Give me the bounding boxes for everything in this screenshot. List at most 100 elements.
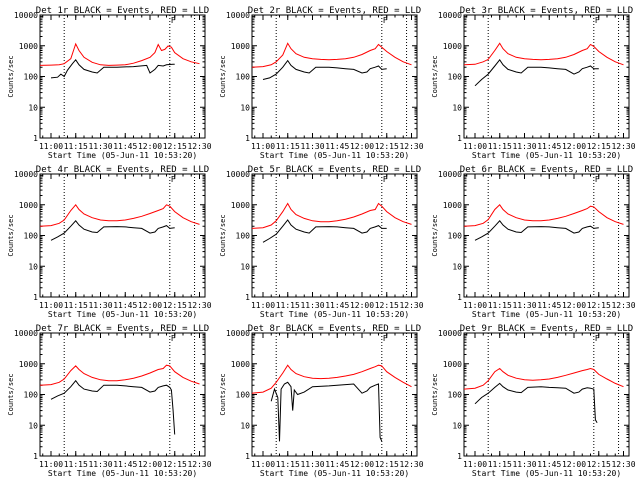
x-tick-label: 12:00 [562,142,586,151]
x-tick-label: 11:15 [488,142,512,151]
detector-panel-3: Det 3r BLACK = Events, RED = LLD 1 10 100 10… [431,6,636,160]
y-tick-label: 1 [33,452,38,461]
events-series-line [50,58,175,79]
x-tick-label: 11:00 [251,301,275,310]
lld-series-line [251,202,412,229]
x-tick-label: 11:30 [300,301,324,310]
x-tick-label: 11:30 [512,301,536,310]
y-tick-label: 10000 [226,170,250,179]
x-tick-label: 11:45 [325,142,349,151]
x-tick-label: 12:15 [587,460,611,469]
y-axis-label: Counts/sec [431,55,439,97]
panel-title: Det 3r BLACK = Events, RED = LLD [460,6,633,16]
y-tick-label: 1000 [19,360,38,369]
x-tick-label: 11:15 [276,460,300,469]
y-tick-label: 1000 [443,360,462,369]
flag-glyph: F [171,16,176,25]
y-tick-label: 10000 [226,329,250,338]
y-tick-label: 10 [452,103,462,112]
x-axis-label: Start Time (05-Jun-11 10:53:20) [48,151,197,160]
y-tick-label: 1000 [19,42,38,51]
detector-panel-2: Det 2r BLACK = Events, RED = LLD 1 10 100 10… [219,6,424,160]
y-axis-label: Counts/sec [431,373,439,415]
x-tick-label: 11:30 [300,460,324,469]
y-tick-label: 1 [245,452,250,461]
x-tick-label: 12:00 [562,301,586,310]
x-tick-label: 12:30 [187,301,211,310]
detector-panel-6: Det 6r BLACK = Events, RED = LLD 1 10 100 10… [431,165,636,319]
events-series-line [474,382,598,424]
y-tick-label: 10000 [438,329,462,338]
plot-frame [251,173,418,298]
x-tick-label: 12:00 [138,142,162,151]
detector-panel-1: Det 1r BLACK = Events, RED = LLD 1 10 100 10… [7,6,212,160]
detector-panel-7: Det 7r BLACK = Events, RED = LLD 1 10 100 10… [7,324,212,478]
x-tick-label: 11:45 [537,142,561,151]
lld-series-line [463,204,624,227]
x-tick-label: 11:15 [64,460,88,469]
y-tick-label: 100 [24,391,39,400]
x-axis-label: Start Time (05-Jun-11 10:53:20) [48,310,197,319]
x-tick-label: 11:00 [39,142,63,151]
plot-frame [463,14,630,139]
panel-title: Det 5r BLACK = Events, RED = LLD [248,165,421,175]
x-tick-label: 11:30 [512,460,536,469]
x-tick-label: 11:30 [512,142,536,151]
x-tick-label: 12:15 [375,460,399,469]
x-tick-label: 12:00 [350,301,374,310]
y-tick-label: 10 [452,421,462,430]
x-tick-label: 12:30 [611,301,635,310]
x-tick-label: 12:15 [163,460,187,469]
flag-glyph: F [595,16,600,25]
lld-series-line [251,364,412,394]
y-tick-label: 10 [240,103,250,112]
x-tick-label: 11:00 [463,301,487,310]
lld-series-line [463,42,624,66]
y-tick-label: 1 [245,134,250,143]
y-tick-label: 10 [28,421,38,430]
y-tick-label: 1 [457,452,462,461]
x-tick-label: 12:30 [399,460,423,469]
y-axis-label: Counts/sec [219,55,227,97]
y-tick-label: 10 [240,421,250,430]
y-tick-label: 1 [457,293,462,302]
y-tick-label: 10000 [14,329,38,338]
y-tick-label: 1000 [231,360,250,369]
y-tick-label: 100 [236,232,251,241]
plot-frame [463,173,630,298]
y-tick-label: 100 [236,391,251,400]
x-tick-label: 11:15 [64,142,88,151]
x-axis-label: Start Time (05-Jun-11 10:53:20) [260,151,409,160]
flag-glyph: F [595,334,600,343]
events-series-line [474,58,599,87]
y-tick-label: 10000 [14,11,38,20]
y-tick-label: 10 [240,262,250,271]
lld-series-line [39,203,200,227]
events-series-line [270,381,383,442]
x-tick-label: 12:15 [587,301,611,310]
y-tick-label: 10 [28,262,38,271]
x-tick-label: 12:00 [138,460,162,469]
panel-title: Det 2r BLACK = Events, RED = LLD [248,6,421,16]
plot-frame [251,14,418,139]
y-tick-label: 100 [448,73,463,82]
events-series-line [474,220,599,241]
x-tick-label: 12:00 [138,301,162,310]
x-axis-label: Start Time (05-Jun-11 10:53:20) [260,310,409,319]
y-tick-label: 1000 [443,201,462,210]
x-tick-label: 11:30 [88,460,112,469]
y-tick-label: 1 [33,293,38,302]
x-tick-label: 12:15 [163,301,187,310]
y-axis-label: Counts/sec [7,214,15,256]
x-tick-label: 11:00 [251,142,275,151]
lld-series-line [39,42,200,66]
x-tick-label: 12:15 [587,142,611,151]
x-tick-label: 11:30 [88,301,112,310]
x-tick-label: 11:45 [325,301,349,310]
y-axis-label: Counts/sec [7,55,15,97]
y-tick-label: 1 [33,134,38,143]
x-tick-label: 11:15 [488,460,512,469]
x-tick-label: 12:15 [163,142,187,151]
x-tick-label: 11:00 [39,301,63,310]
